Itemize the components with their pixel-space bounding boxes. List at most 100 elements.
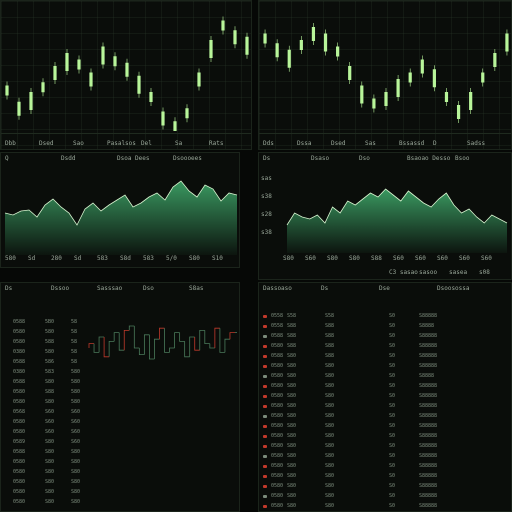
footer-label[interactable]: sasoo <box>419 269 438 276</box>
footer-label[interactable]: C3 sasao <box>389 269 418 276</box>
x-tick-label[interactable]: S8d <box>120 255 131 262</box>
right-table-row[interactable]: 0580 S88 S88 S0 S88888 <box>259 343 511 351</box>
x-tick-label[interactable]: S88 <box>371 255 382 262</box>
toolbar-item-right[interactable]: Bssassd <box>399 140 425 147</box>
right-table-row[interactable]: 0580 S80 S80 S0 S88888 <box>259 453 511 461</box>
x-tick-label[interactable]: S80 <box>189 255 200 262</box>
toolbar-item-left[interactable]: Dbb <box>5 140 16 147</box>
x-tick-label[interactable]: S60 <box>481 255 492 262</box>
right-table-row[interactable]: 0558 S88 S88 S0 S8888 <box>259 323 511 331</box>
right-table-row[interactable]: 0580 S80 S80 S0 S88888 <box>259 473 511 481</box>
right-table-row[interactable]: 0580 S80 S80 S0 S8888 <box>259 373 511 381</box>
x-tick-label[interactable]: S80 <box>283 255 294 262</box>
toolbar-item-left[interactable]: Sa <box>175 140 183 147</box>
table-header-cell[interactable]: Sasssao <box>97 285 123 292</box>
status-dot <box>263 405 267 408</box>
toolbar-item-right[interactable]: Dds <box>263 140 274 147</box>
toolbar-item-left[interactable]: Pasalsos <box>107 140 136 147</box>
x-tick-label[interactable]: S60 <box>415 255 426 262</box>
left-table-row[interactable]: 0580 S80 580 <box>1 399 131 407</box>
panel-header-item[interactable]: Ds <box>263 155 271 162</box>
right-table-row[interactable]: 0580 S80 S80 S0 S88888 <box>259 383 511 391</box>
right-table-row[interactable]: 0580 S80 S80 S0 S88888 <box>259 413 511 421</box>
right-table-row[interactable]: 0580 S80 S80 S0 S88888 <box>259 393 511 401</box>
right-table-row[interactable]: 0580 S80 S80 S0 S88888 <box>259 463 511 471</box>
panel-header-item[interactable]: Dsoa Dees <box>117 155 150 162</box>
left-table-row[interactable]: 0580 588 58 <box>1 339 131 347</box>
x-tick-label[interactable]: Sd <box>74 255 82 262</box>
left-table-row[interactable]: 0580 S88 580 <box>1 389 131 397</box>
left-table-row[interactable]: 0580 S80 S80 <box>1 479 131 487</box>
table-header-cell[interactable]: Dsoosossa <box>437 285 470 292</box>
right-table-row[interactable]: 0588 S88 S88 S0 S88888 <box>259 333 511 341</box>
toolbar-item-left[interactable]: Dsed <box>39 140 54 147</box>
right-table-row[interactable]: 0580 S80 S80 S0 S88888 <box>259 493 511 501</box>
toolbar-item-right[interactable]: Sadss <box>467 140 486 147</box>
toolbar-item-right[interactable]: Dsed <box>331 140 346 147</box>
panel-header-item[interactable]: Dsaso <box>311 155 330 162</box>
toolbar-item-left[interactable]: Sao <box>73 140 84 147</box>
x-tick-label[interactable]: S80 <box>349 255 360 262</box>
footer-label[interactable]: sasea <box>449 269 468 276</box>
right-table-row[interactable]: 0580 S80 S80 S0 S88888 <box>259 423 511 431</box>
table-header-cell[interactable]: Dso <box>143 285 154 292</box>
left-table-row[interactable]: 0588 5B0 58 <box>1 319 131 327</box>
x-tick-label[interactable]: S10 <box>212 255 223 262</box>
x-tick-label[interactable]: 580 <box>5 255 16 262</box>
right-table-row[interactable]: 0580 S80 S80 S0 S88888 <box>259 363 511 371</box>
left-table-row[interactable]: 0580 S80 S80 <box>1 469 131 477</box>
x-tick-label[interactable]: S60 <box>459 255 470 262</box>
right-table-row[interactable]: 0558 S58 S58 S0 S88888 <box>259 313 511 321</box>
x-tick-label[interactable]: S60 <box>437 255 448 262</box>
right-table-row[interactable]: 0580 S80 S80 S0 S88888 <box>259 443 511 451</box>
panel-header-item[interactable]: Q <box>5 155 9 162</box>
table-header-cell[interactable]: Dse <box>379 285 390 292</box>
left-table-row[interactable]: 0580 S80 S80 <box>1 499 131 507</box>
table-cell: S88888 <box>419 363 438 369</box>
toolbar-item-right[interactable]: D <box>433 140 437 147</box>
table-cell: S80 <box>45 379 55 385</box>
left-table-row[interactable]: 0588 586 58 <box>1 359 131 367</box>
left-table-row[interactable]: 0568 S60 S60 <box>1 409 131 417</box>
panel-header-item[interactable]: Dsoooees <box>173 155 202 162</box>
toolbar-item-right[interactable]: Sas <box>365 140 376 147</box>
right-table-row[interactable]: 0580 S80 S80 S0 S88888 <box>259 433 511 441</box>
left-table-row[interactable]: 0588 S80 S80 <box>1 449 131 457</box>
x-tick-label[interactable]: Sd <box>28 255 36 262</box>
toolbar-item-left[interactable]: Del <box>141 140 152 147</box>
panel-header-item[interactable]: Bsoo <box>455 155 470 162</box>
right-table-row[interactable]: 0580 S80 S80 S0 S88888 <box>259 503 511 511</box>
x-tick-label[interactable]: 280 <box>51 255 62 262</box>
right-table-row[interactable]: 0588 S80 S88 S0 S88888 <box>259 353 511 361</box>
toolbar-item-right[interactable]: Dssa <box>297 140 312 147</box>
left-table-row[interactable]: 0589 S80 S60 <box>1 439 131 447</box>
left-table-row[interactable]: 0580 S80 S80 <box>1 489 131 497</box>
x-tick-label[interactable]: S80 <box>327 255 338 262</box>
status-dot <box>263 345 267 348</box>
left-table-row[interactable]: 0380 583 580 <box>1 369 131 377</box>
left-table-row[interactable]: 0580 S60 S60 <box>1 419 131 427</box>
table-header-cell[interactable]: Dssoo <box>51 285 70 292</box>
left-table-row[interactable]: 0580 S80 S80 <box>1 459 131 467</box>
table-header-cell[interactable]: S8as <box>189 285 204 292</box>
right-table-row[interactable]: 0580 S80 S80 S0 S88888 <box>259 403 511 411</box>
footer-label[interactable]: s08 <box>479 269 490 276</box>
left-table-row[interactable]: 0380 580 58 <box>1 349 131 357</box>
left-table-row[interactable]: 0580 S60 S60 <box>1 429 131 437</box>
x-tick-label[interactable]: S60 <box>305 255 316 262</box>
x-tick-label[interactable]: S60 <box>393 255 404 262</box>
panel-header-item[interactable]: Dso <box>359 155 370 162</box>
left-table-row[interactable]: 0580 580 58 <box>1 329 131 337</box>
table-header-cell[interactable]: Ds <box>5 285 13 292</box>
table-header-cell[interactable]: Dassoaso <box>263 285 292 292</box>
table-header-cell[interactable]: Ds <box>321 285 329 292</box>
toolbar-item-left[interactable]: Rats <box>209 140 224 147</box>
left-table-row[interactable]: 0588 S80 580 <box>1 379 131 387</box>
x-tick-label[interactable]: 5/0 <box>166 255 177 262</box>
right-candle <box>263 33 267 44</box>
panel-header-item[interactable]: Bsaoao Desso <box>407 155 451 162</box>
x-tick-label[interactable]: 583 <box>143 255 154 262</box>
x-tick-label[interactable]: 583 <box>97 255 108 262</box>
right-table-row[interactable]: 0580 S80 S80 S0 S88888 <box>259 483 511 491</box>
panel-header-item[interactable]: Dsdd <box>61 155 76 162</box>
